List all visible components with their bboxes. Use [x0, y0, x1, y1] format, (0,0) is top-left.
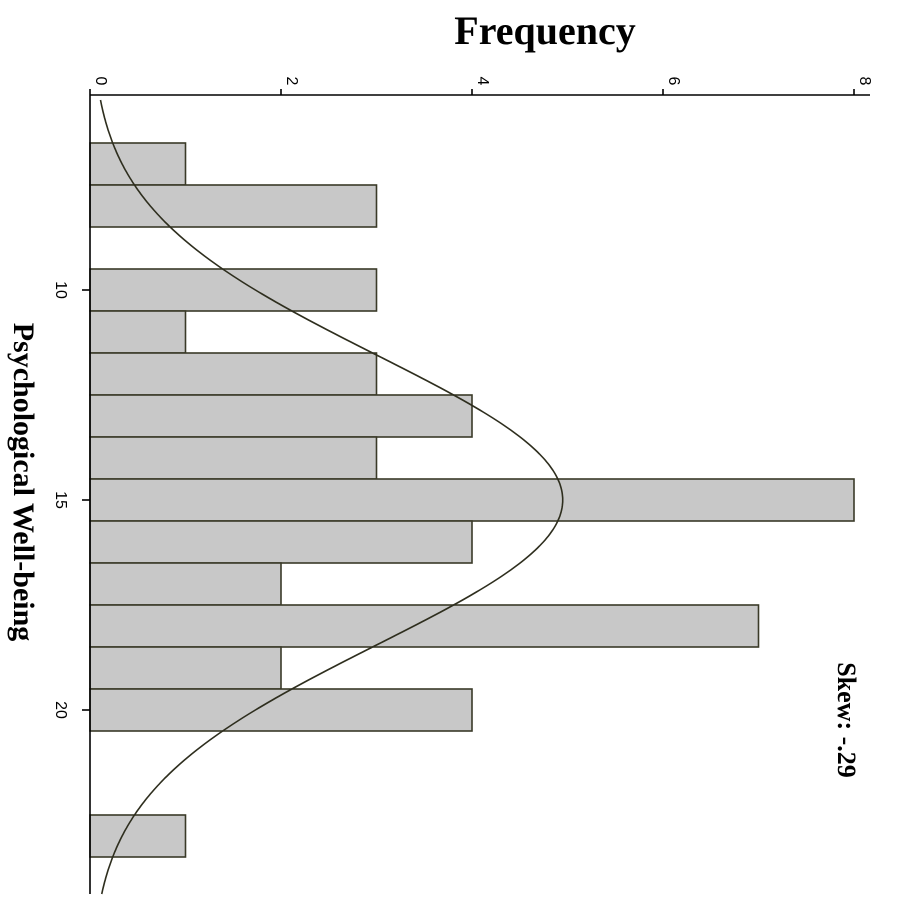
score-tick-label: 15 [52, 491, 69, 509]
bars-group [89, 142, 855, 858]
score-ticks-group: 10 15 20 [52, 281, 90, 719]
frequency-tick-label: 8 [856, 77, 873, 86]
frequency-ticks-group: 0 2 4 6 8 [89, 77, 873, 95]
skew-annotation: Skew: -.29 [832, 662, 861, 778]
histogram-bar [89, 436, 378, 480]
histogram-bar [89, 562, 282, 606]
frequency-tick-label: 0 [92, 77, 109, 86]
score-tick-label: 20 [52, 701, 69, 719]
histogram-bar [89, 646, 282, 690]
histogram-bar [89, 814, 187, 858]
frequency-tick-label: 4 [474, 77, 491, 86]
score-axis-title: Psychological Well-being [7, 323, 40, 642]
score-tick-label: 10 [52, 281, 69, 299]
histogram-bar [89, 142, 187, 186]
frequency-axis-title: Frequency [454, 8, 635, 53]
histogram-bar [89, 310, 187, 354]
histogram-bar [89, 520, 473, 564]
histogram-bar [89, 604, 760, 648]
frequency-tick-label: 2 [283, 77, 300, 86]
histogram-bar [89, 184, 378, 228]
histogram-bar [89, 394, 473, 438]
frequency-tick-label: 6 [665, 77, 682, 86]
histogram-bar [89, 352, 378, 396]
histogram-bar [89, 478, 855, 522]
normal-curve [99, 99, 564, 895]
